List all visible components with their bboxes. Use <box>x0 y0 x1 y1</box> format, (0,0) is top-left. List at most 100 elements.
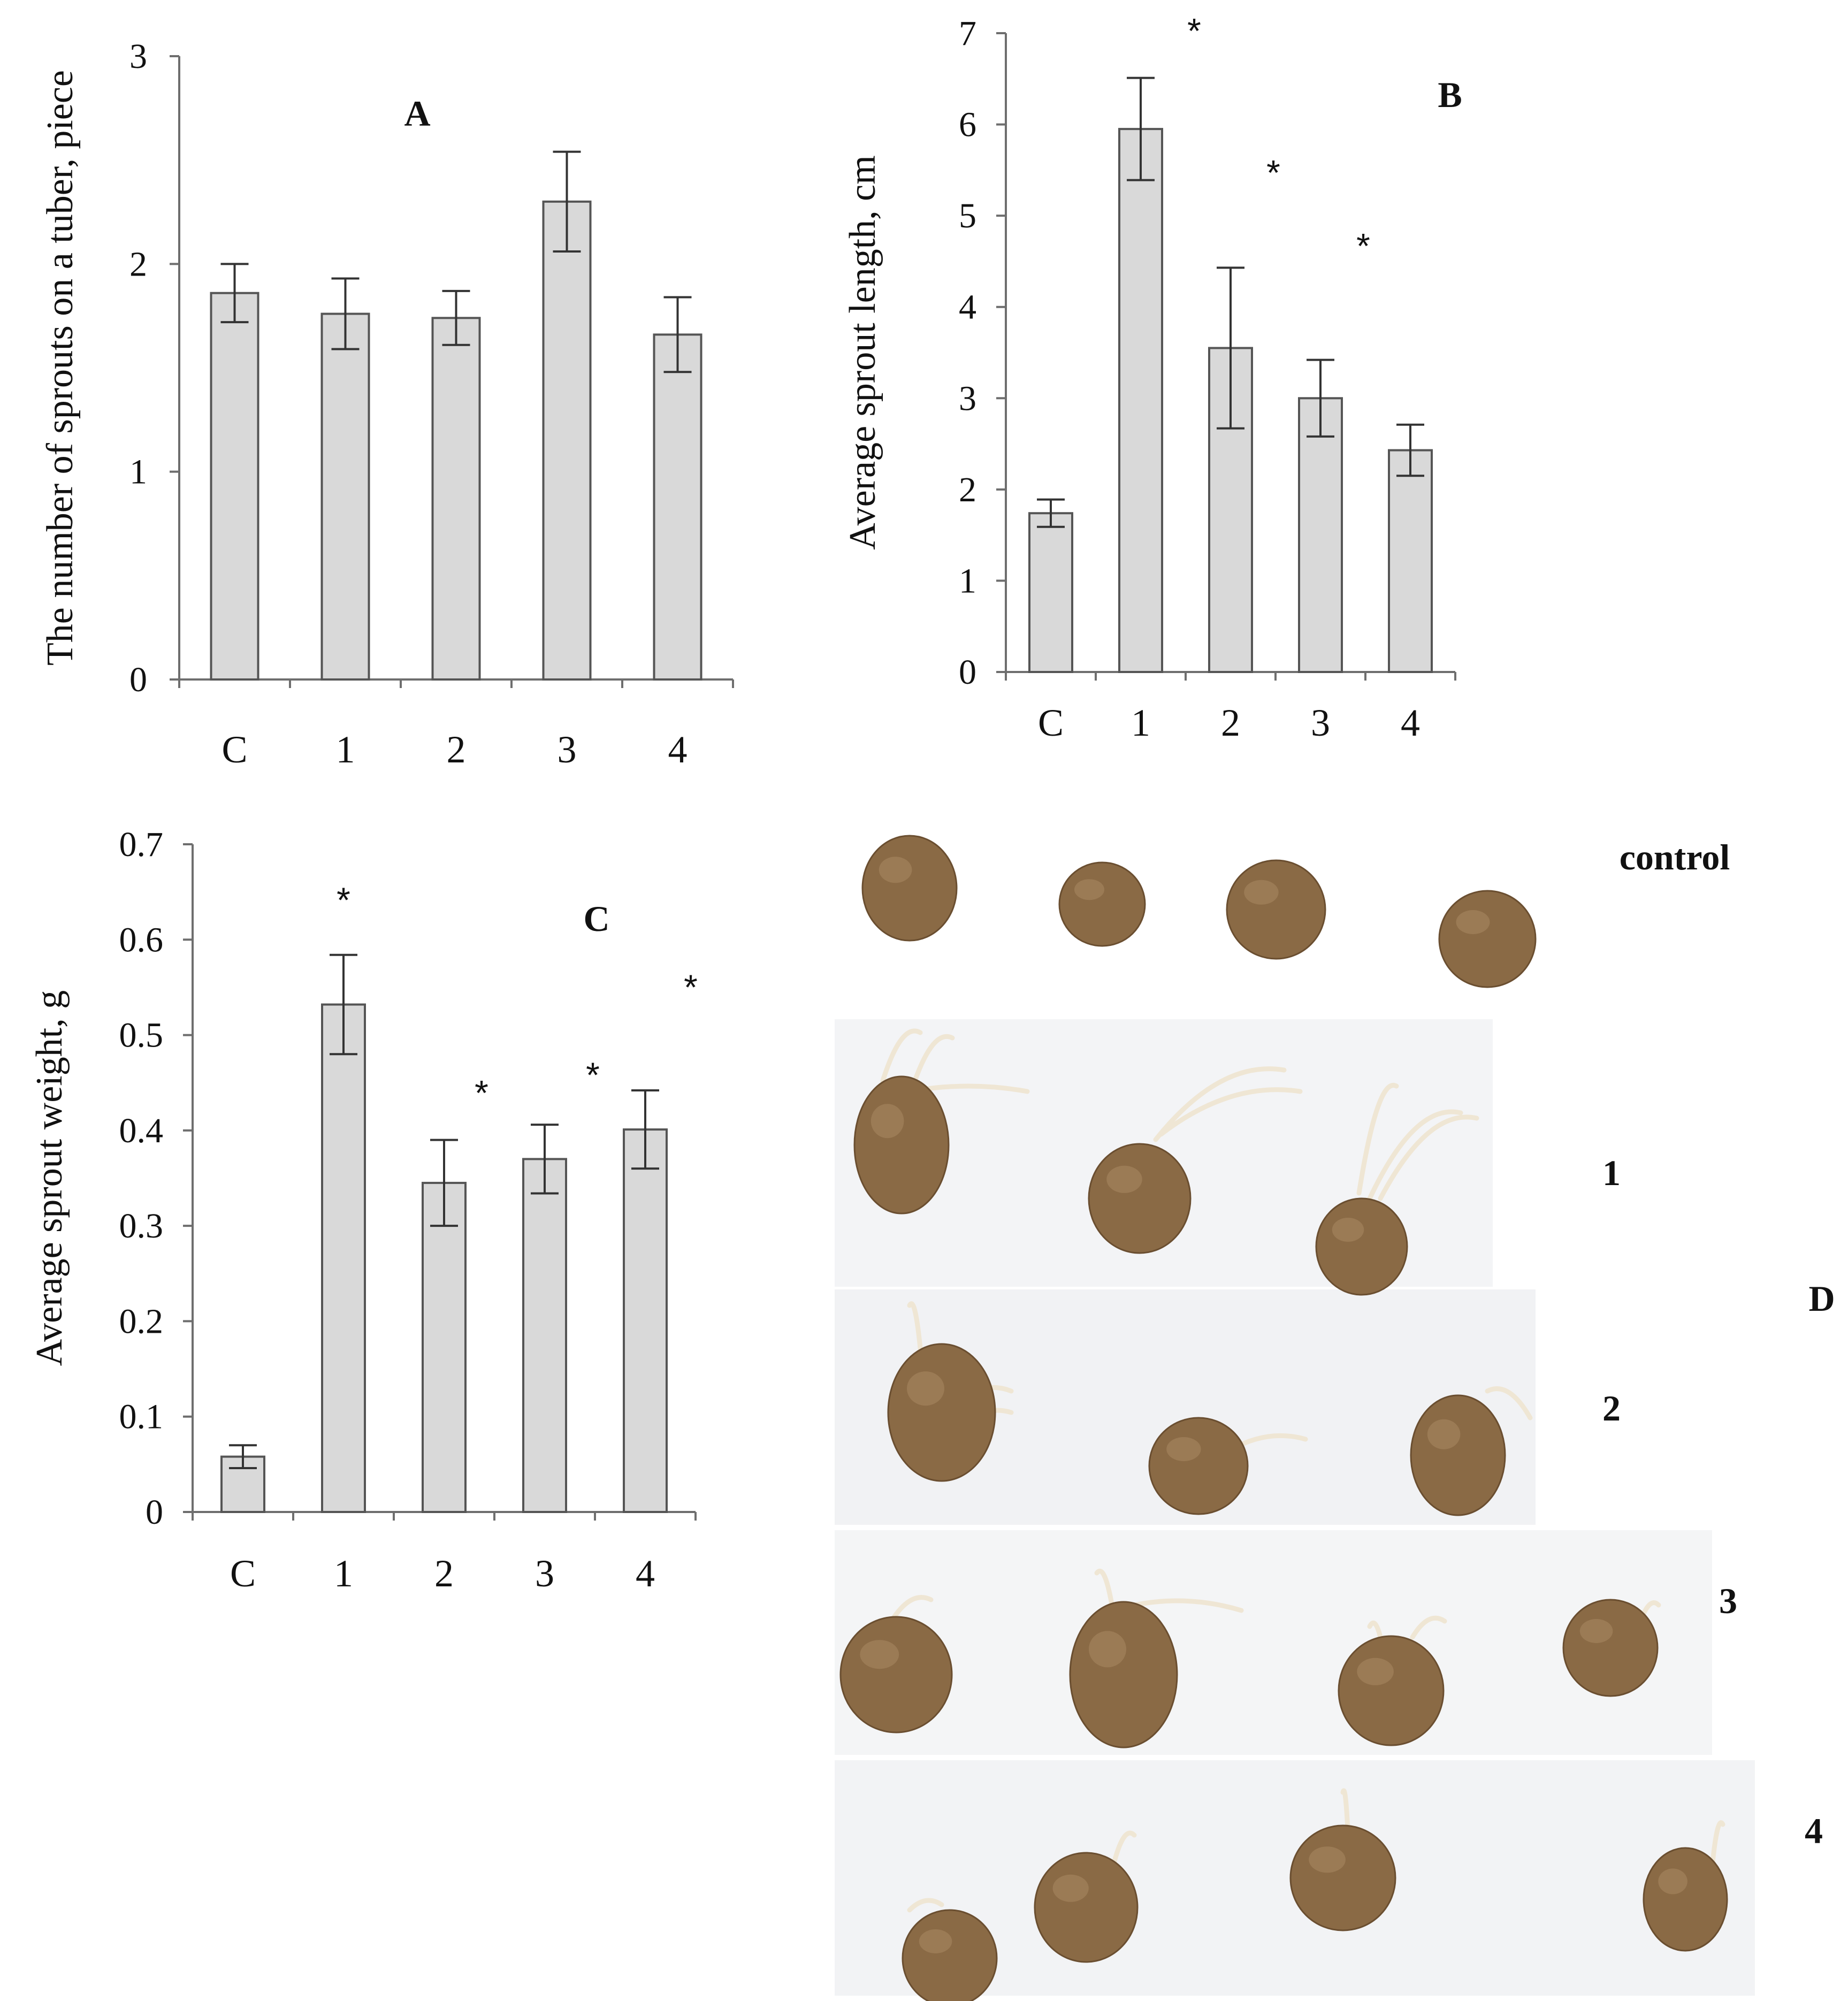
category-label: 1 <box>336 728 355 771</box>
y-tick-label: 3 <box>129 37 147 76</box>
bar <box>1208 347 1253 673</box>
category-label: 3 <box>535 1552 554 1595</box>
y-axis-title: Average sprout weight, g <box>29 990 70 1366</box>
bar <box>653 333 702 681</box>
y-tick-label: 0 <box>146 1493 163 1532</box>
tuber-highlight <box>919 1929 952 1953</box>
y-axis-title: Average sprout length, cm <box>842 155 883 549</box>
y-tick-label: 0.5 <box>119 1016 164 1055</box>
y-tick-label: 1 <box>129 453 147 492</box>
category-label: 2 <box>434 1552 454 1595</box>
tuber <box>861 835 958 942</box>
sprout <box>907 1301 923 1351</box>
sprout <box>1410 1615 1447 1640</box>
significance-star: * <box>1266 152 1280 192</box>
tuber <box>1069 1601 1178 1748</box>
sprout <box>1378 1114 1479 1201</box>
bar <box>320 312 370 681</box>
tuber <box>1088 1143 1192 1254</box>
bar <box>1028 512 1073 673</box>
y-tick-label: 0.7 <box>119 825 164 864</box>
tuber-highlight <box>1052 1874 1089 1902</box>
bar <box>431 317 481 681</box>
photo-label-control: control <box>1620 837 1730 877</box>
significance-star: * <box>586 1055 600 1095</box>
tuber <box>1289 1824 1396 1931</box>
panel-letter: C <box>583 898 609 939</box>
y-tick-label: 0.2 <box>119 1302 164 1341</box>
tuber-highlight <box>1456 910 1490 934</box>
bar <box>623 1128 668 1513</box>
photo-label-2: 2 <box>1602 1388 1621 1429</box>
sprout <box>907 1898 944 1913</box>
panel-letter: B <box>1438 74 1462 115</box>
photo-label-1: 1 <box>1602 1152 1621 1193</box>
bar <box>1118 128 1163 674</box>
y-tick-label: 0.4 <box>119 1111 164 1150</box>
category-label: C <box>230 1552 256 1595</box>
tuber <box>1058 861 1146 947</box>
chart-c: 0 0.1 0.2 0.3 0.4 0.5 0.6 0.7 C 1 * 2 * 3 * 4 * Average s… <box>29 825 698 1595</box>
tuber-highlight <box>1106 1165 1142 1193</box>
category-label: 1 <box>334 1552 353 1595</box>
y-tick-label: 0 <box>959 653 976 692</box>
sprout <box>1153 1066 1287 1142</box>
y-tick-label: 2 <box>959 470 976 509</box>
tuber-highlight <box>1244 880 1279 905</box>
sprout <box>1094 1568 1116 1613</box>
photo-panel-d: control 1 D 2 3 4 <box>835 835 1835 2001</box>
tuber-highlight <box>879 857 912 883</box>
panel-letter: A <box>404 93 430 134</box>
tuber-highlight <box>1166 1437 1201 1461</box>
photo-label-3: 3 <box>1719 1580 1737 1621</box>
chart-b: 0 1 2 3 4 5 6 7 C 1 * 2 * 3 * 4 Average sprout length, c… <box>842 11 1462 744</box>
y-tick-label: 6 <box>959 105 976 144</box>
sprout <box>1709 1820 1725 1870</box>
sprout <box>1367 1109 1463 1201</box>
tuber-highlight <box>1427 1419 1461 1449</box>
chart-a: 0 1 2 3 C 1 2 3 4 The number of sprouts on a tube… <box>40 37 734 771</box>
tuber-highlight <box>907 1371 944 1406</box>
tuber <box>1226 859 1326 960</box>
tuber <box>887 1343 996 1482</box>
tuber <box>902 1909 998 2001</box>
category-label: 4 <box>1401 701 1420 744</box>
tuber <box>1315 1197 1408 1296</box>
tuber-photos <box>839 835 1728 2001</box>
tuber-highlight <box>1658 1868 1687 1895</box>
tuber-highlight <box>1309 1846 1346 1873</box>
sprout <box>1158 1087 1303 1137</box>
tuber-highlight <box>1332 1218 1364 1242</box>
tuber-highlight <box>1089 1631 1126 1668</box>
y-tick-label: 4 <box>959 288 976 327</box>
significance-star: * <box>1187 11 1201 51</box>
category-label: 3 <box>558 728 577 771</box>
category-label: 4 <box>636 1552 655 1595</box>
tuber <box>1034 1852 1139 1963</box>
bar <box>210 292 259 681</box>
significance-star: * <box>684 967 698 1007</box>
y-axis-title: The number of sprouts on a tuber, piece <box>40 70 81 666</box>
category-label: 1 <box>1131 701 1150 744</box>
tuber <box>1438 890 1537 988</box>
category-label: 2 <box>447 728 466 771</box>
y-tick-label: 0.1 <box>119 1397 164 1437</box>
bar <box>542 200 592 681</box>
category-label: 3 <box>1311 701 1330 744</box>
category-label: 2 <box>1221 701 1240 744</box>
tuber-highlight <box>1579 1619 1613 1643</box>
category-label: C <box>222 728 247 771</box>
tuber-highlight <box>1074 879 1104 900</box>
tuber-highlight <box>870 1104 904 1139</box>
sprout <box>880 1028 923 1083</box>
significance-star: * <box>1356 226 1370 266</box>
bar <box>1298 397 1343 673</box>
bar <box>422 1181 467 1513</box>
tuber <box>1562 1599 1659 1697</box>
sprout <box>1485 1386 1533 1420</box>
y-tick-label: 5 <box>959 196 976 235</box>
y-tick-label: 1 <box>959 561 976 600</box>
y-tick-label: 0.3 <box>119 1206 164 1246</box>
bar <box>321 1003 366 1513</box>
y-tick-label: 2 <box>129 245 147 284</box>
